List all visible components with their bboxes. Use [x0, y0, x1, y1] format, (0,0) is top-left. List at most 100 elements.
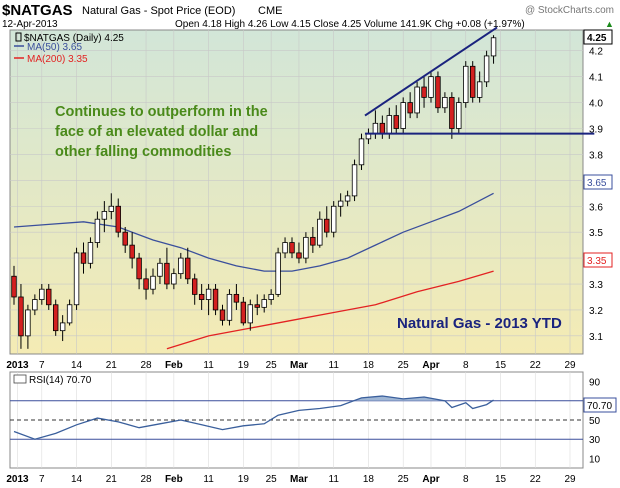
candle-body-down — [233, 293, 240, 303]
candle-body-down — [289, 242, 295, 254]
x-tick-label: 15 — [495, 360, 507, 371]
x-tick-label: 22 — [530, 360, 542, 371]
candle — [400, 97, 406, 134]
x-tick-label: Mar — [290, 474, 308, 485]
candle-body-up — [476, 81, 483, 98]
candle — [39, 284, 45, 305]
rsi-legend: RSI(14) 70.70 — [29, 375, 92, 386]
rsi-layer — [13, 395, 494, 440]
candle-body-up — [428, 76, 434, 98]
candle-body-down — [212, 288, 219, 311]
candle — [198, 284, 205, 310]
candle — [18, 284, 24, 349]
candle — [219, 304, 226, 326]
candle-body-down — [164, 262, 170, 285]
candle-body-down — [11, 275, 17, 298]
x-tick-label: 25 — [398, 474, 410, 485]
rsi-tick-label: 30 — [589, 435, 601, 446]
x-tick-label: 11 — [203, 474, 214, 485]
candle-body-down — [421, 86, 427, 98]
price-axis: 3.13.23.33.43.53.63.73.83.94.04.14.2 — [589, 47, 603, 343]
candle — [240, 296, 247, 326]
candle — [108, 193, 114, 220]
candle-body-up — [157, 262, 163, 277]
candle — [32, 294, 38, 316]
x-tick-label: Apr — [422, 474, 439, 485]
date: 12-Apr-2013 — [2, 19, 58, 30]
candle-body-up — [344, 195, 351, 202]
candle-body-up — [400, 102, 406, 129]
x-tick-label: 28 — [140, 474, 152, 485]
candle — [442, 92, 448, 113]
ma200-line — [166, 270, 494, 350]
candle-body-down — [254, 304, 260, 308]
x-tick-label: 14 — [71, 360, 83, 371]
x-tick-label: 25 — [398, 360, 410, 371]
price-panel — [9, 29, 584, 355]
x-tick-label: 15 — [495, 474, 507, 485]
candle — [254, 294, 260, 316]
candle-body-up — [386, 115, 392, 135]
candle — [226, 289, 233, 326]
x-axis-price: 2013 7 14 21 28 Feb 11 19 25 Mar 11 18 25 Apr 8 15 22 29 — [6, 360, 576, 371]
candle-body-down — [191, 278, 198, 295]
x-tick-label: 28 — [140, 360, 152, 371]
candle-body-up — [372, 122, 379, 135]
candle-body-down — [310, 236, 316, 246]
close-badge-text: 4.25 — [587, 33, 607, 44]
candle — [185, 247, 191, 285]
ma200-badge: 3.35 — [583, 252, 613, 268]
x-tick-label: Apr — [422, 360, 439, 371]
candle-body-up — [108, 205, 114, 212]
candle — [456, 97, 462, 134]
x-tick-label: 2013 — [6, 360, 29, 371]
instrument-name: Natural Gas - Spot Price (EOD) — [82, 5, 235, 17]
ma200-layer — [166, 270, 494, 350]
candle-body-down — [129, 244, 135, 259]
candle — [164, 247, 170, 290]
candle — [310, 226, 316, 253]
rsi-line — [13, 395, 494, 440]
rsi-tick-label: 50 — [589, 416, 601, 427]
price-tick-label: 4.1 — [589, 73, 603, 84]
candle — [129, 232, 135, 269]
x-tick-label: 19 — [238, 360, 250, 371]
x-tick-label: 18 — [363, 360, 375, 371]
candle — [317, 211, 323, 248]
candle-body-up — [463, 65, 469, 103]
close-badge: 4.25 — [583, 29, 613, 45]
rsi-axis: 1030507090 — [589, 378, 601, 466]
candle — [351, 159, 358, 202]
candle — [289, 237, 295, 259]
candle — [303, 232, 309, 264]
ohlc-summary: Open 4.18 High 4.26 Low 4.15 Close 4.25 … — [175, 19, 525, 30]
candle — [122, 226, 128, 253]
x-tick-label: 7 — [39, 474, 45, 485]
candle-body-down — [46, 288, 52, 306]
candle — [449, 92, 455, 139]
candle — [261, 294, 267, 313]
x-tick-label: 7 — [39, 360, 45, 371]
price-tick-label: 3.5 — [589, 228, 603, 239]
candle-body-down — [219, 309, 226, 321]
rsi-tick-label: 10 — [589, 454, 601, 465]
x-tick-label: 21 — [106, 360, 118, 371]
x-tick-label: 19 — [238, 474, 250, 485]
candle-body-down — [53, 304, 59, 332]
x-tick-label: 29 — [564, 474, 576, 485]
ma50-layer — [13, 192, 494, 272]
ma50-badge: 3.65 — [583, 174, 613, 190]
candle — [421, 76, 427, 108]
candle-body-up — [101, 211, 108, 220]
comment-line-3: other falling commodities — [55, 144, 231, 160]
exchange: CME — [258, 5, 282, 17]
candle — [115, 198, 121, 238]
x-tick-label: 8 — [463, 474, 469, 485]
candle-body-up — [226, 293, 233, 321]
candle-body-down — [115, 205, 121, 233]
trendlines — [364, 26, 595, 135]
candle — [344, 190, 351, 207]
x-tick-label: 11 — [203, 360, 214, 371]
x-tick-label: 22 — [530, 474, 542, 485]
